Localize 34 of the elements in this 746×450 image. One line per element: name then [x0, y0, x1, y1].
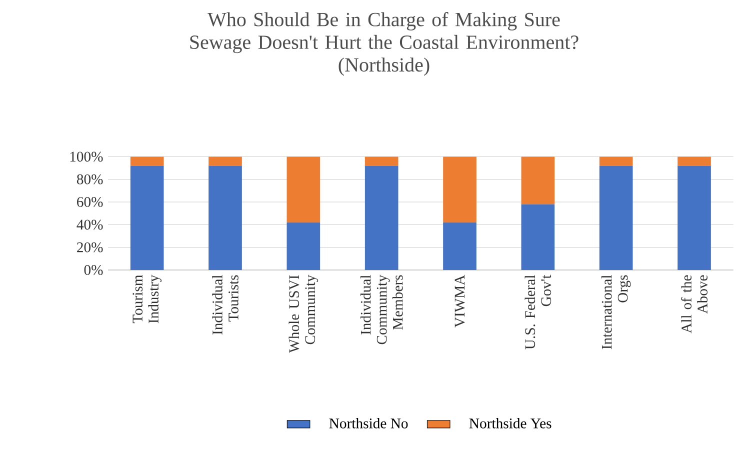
- bar: [599, 156, 633, 166]
- bar: [286, 156, 320, 222]
- bar: [521, 204, 555, 270]
- bar: [521, 156, 555, 204]
- bar: [286, 222, 320, 270]
- x-tick-label: VIWMA: [454, 274, 465, 328]
- y-tick-label: 20%: [77, 242, 103, 252]
- bar: [599, 166, 633, 270]
- y-tick-label: 60%: [77, 197, 103, 207]
- x-tick-label: Individual Community Members: [360, 274, 403, 344]
- legend-label: Northside Yes: [469, 418, 552, 428]
- y-tick-label: 40%: [76, 220, 103, 230]
- y-tick-label: 0%: [84, 265, 103, 275]
- bar: [678, 156, 711, 166]
- bar: [130, 156, 164, 166]
- x-tick-label: International Orgs: [601, 274, 631, 350]
- bar: [443, 156, 476, 222]
- bar: [208, 166, 242, 270]
- y-tick-label: 80%: [76, 174, 103, 184]
- x-tick-label: All of the Above: [681, 275, 708, 334]
- bar: [678, 166, 711, 270]
- bar: [364, 166, 398, 270]
- bar: [364, 156, 398, 166]
- x-tick-label: Tourism Industry: [132, 274, 162, 324]
- bar: [130, 166, 164, 270]
- x-tick-label: Individual Tourists: [212, 274, 238, 334]
- bar: [208, 156, 242, 166]
- bar: [443, 222, 476, 270]
- chart-title: Who Should Be in Charge of Making Sure Sewage Doesn't Hurt the Coastal Environment?: [190, 12, 578, 54]
- legend-label: Northside No: [329, 418, 408, 428]
- x-tick-label: U.S. Federal Gov't: [524, 274, 552, 350]
- x-tick-label: Whole USVI Community: [288, 274, 318, 353]
- y-tick-label: 100%: [70, 152, 103, 162]
- chart-subtitle: (Northside): [338, 58, 430, 76]
